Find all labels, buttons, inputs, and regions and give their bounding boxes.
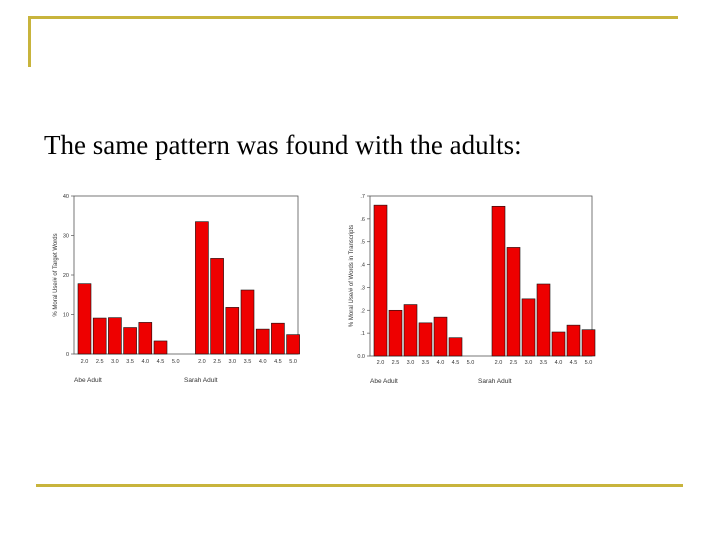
bar [92,317,107,355]
y-tick-label: .1 [360,331,365,337]
y-tick-label: 20 [63,273,69,279]
bar [536,283,551,357]
bar [521,298,536,357]
x-tick-label: 3.5 [540,360,548,366]
bar [240,289,255,355]
bar [225,307,240,355]
x-tick-label: 5.0 [289,359,297,365]
x-tick-label: 3.5 [422,360,430,366]
x-tick-label: 4.0 [555,360,563,366]
bar [108,317,122,355]
chart-abe-sarah-target-words: 0 10 20 30 40 % Moral Use/# of Target Words 2.… [53,194,300,384]
x-tick-label: 2.0 [81,359,89,365]
bar [448,337,463,357]
y-tick-label: .2 [360,308,365,314]
bar [566,324,581,357]
y-axis-label: % Moral Use/# of Words in Transcripts [349,225,355,327]
x-tick-label: 2.5 [392,360,400,366]
y-tick-label: .4 [360,263,365,269]
y-axis-label: % Moral Use/# of Target Words [53,233,59,316]
x-tick-label: 4.5 [570,360,578,366]
y-tick-label: .5 [360,240,365,246]
bar [418,322,433,357]
left-accent-line [28,16,31,67]
bar [506,247,521,357]
y-tick-label: 40 [63,194,69,200]
x-tick-label: 4.0 [259,359,267,365]
x-tick-label: 2.0 [377,360,385,366]
bar [373,204,388,357]
bar [195,221,209,355]
group-label: Sarah Adult [184,377,218,384]
plot-frame [369,195,593,357]
group-label: Sarah Adult [478,378,512,385]
x-tick-label: 2.5 [510,360,518,366]
top-accent-line [28,16,678,19]
bar [403,304,418,357]
y-tick-label: .3 [360,285,365,291]
y-tick-label: 10 [63,313,69,319]
x-tick-label: 3.5 [244,359,252,365]
y-tick-label: .7 [360,194,365,200]
x-tick-label: 3.0 [525,360,533,366]
chart-abe-sarah-transcript-words: 0.0 .1 .2 .3 .4 .5 .6 .7 % Moral Use/# of Words … [349,194,596,385]
bar [551,331,566,357]
bar [271,322,285,355]
x-tick-label: 2.5 [96,359,104,365]
bar [255,328,270,355]
y-tick-label: 0.0 [357,354,365,360]
group-label: Abe Adult [74,377,102,384]
bar [210,258,224,355]
x-tick-label: 2.0 [495,360,503,366]
x-tick-label: 5.0 [585,360,593,366]
group-label: Abe Adult [370,378,398,385]
x-tick-label: 5.0 [467,360,475,366]
y-tick-label: .6 [360,217,365,223]
y-tick-label: 30 [63,234,69,240]
x-tick-label: 5.0 [172,359,180,365]
x-tick-label: 4.5 [452,360,460,366]
x-tick-label: 3.0 [111,359,119,365]
x-tick-label: 3.5 [126,359,134,365]
bar [77,283,92,355]
x-tick-label: 4.5 [274,359,282,365]
x-tick-label: 4.0 [141,359,149,365]
y-tick-label: 0 [66,352,69,358]
x-tick-label: 4.0 [437,360,445,366]
x-tick-label: 3.0 [407,360,415,366]
slide-title: The same pattern was found with the adul… [44,130,522,160]
x-tick-label: 4.5 [157,359,165,365]
bar [286,334,300,355]
bottom-accent-line [36,484,683,487]
bar [153,340,168,355]
x-tick-label: 3.0 [228,359,236,365]
bar [491,205,506,357]
bar [433,316,448,357]
x-tick-label: 2.5 [213,359,221,365]
x-tick-label: 2.0 [198,359,206,365]
bar [138,322,153,355]
bar [388,309,403,357]
bar [581,329,596,357]
bar [123,327,137,355]
